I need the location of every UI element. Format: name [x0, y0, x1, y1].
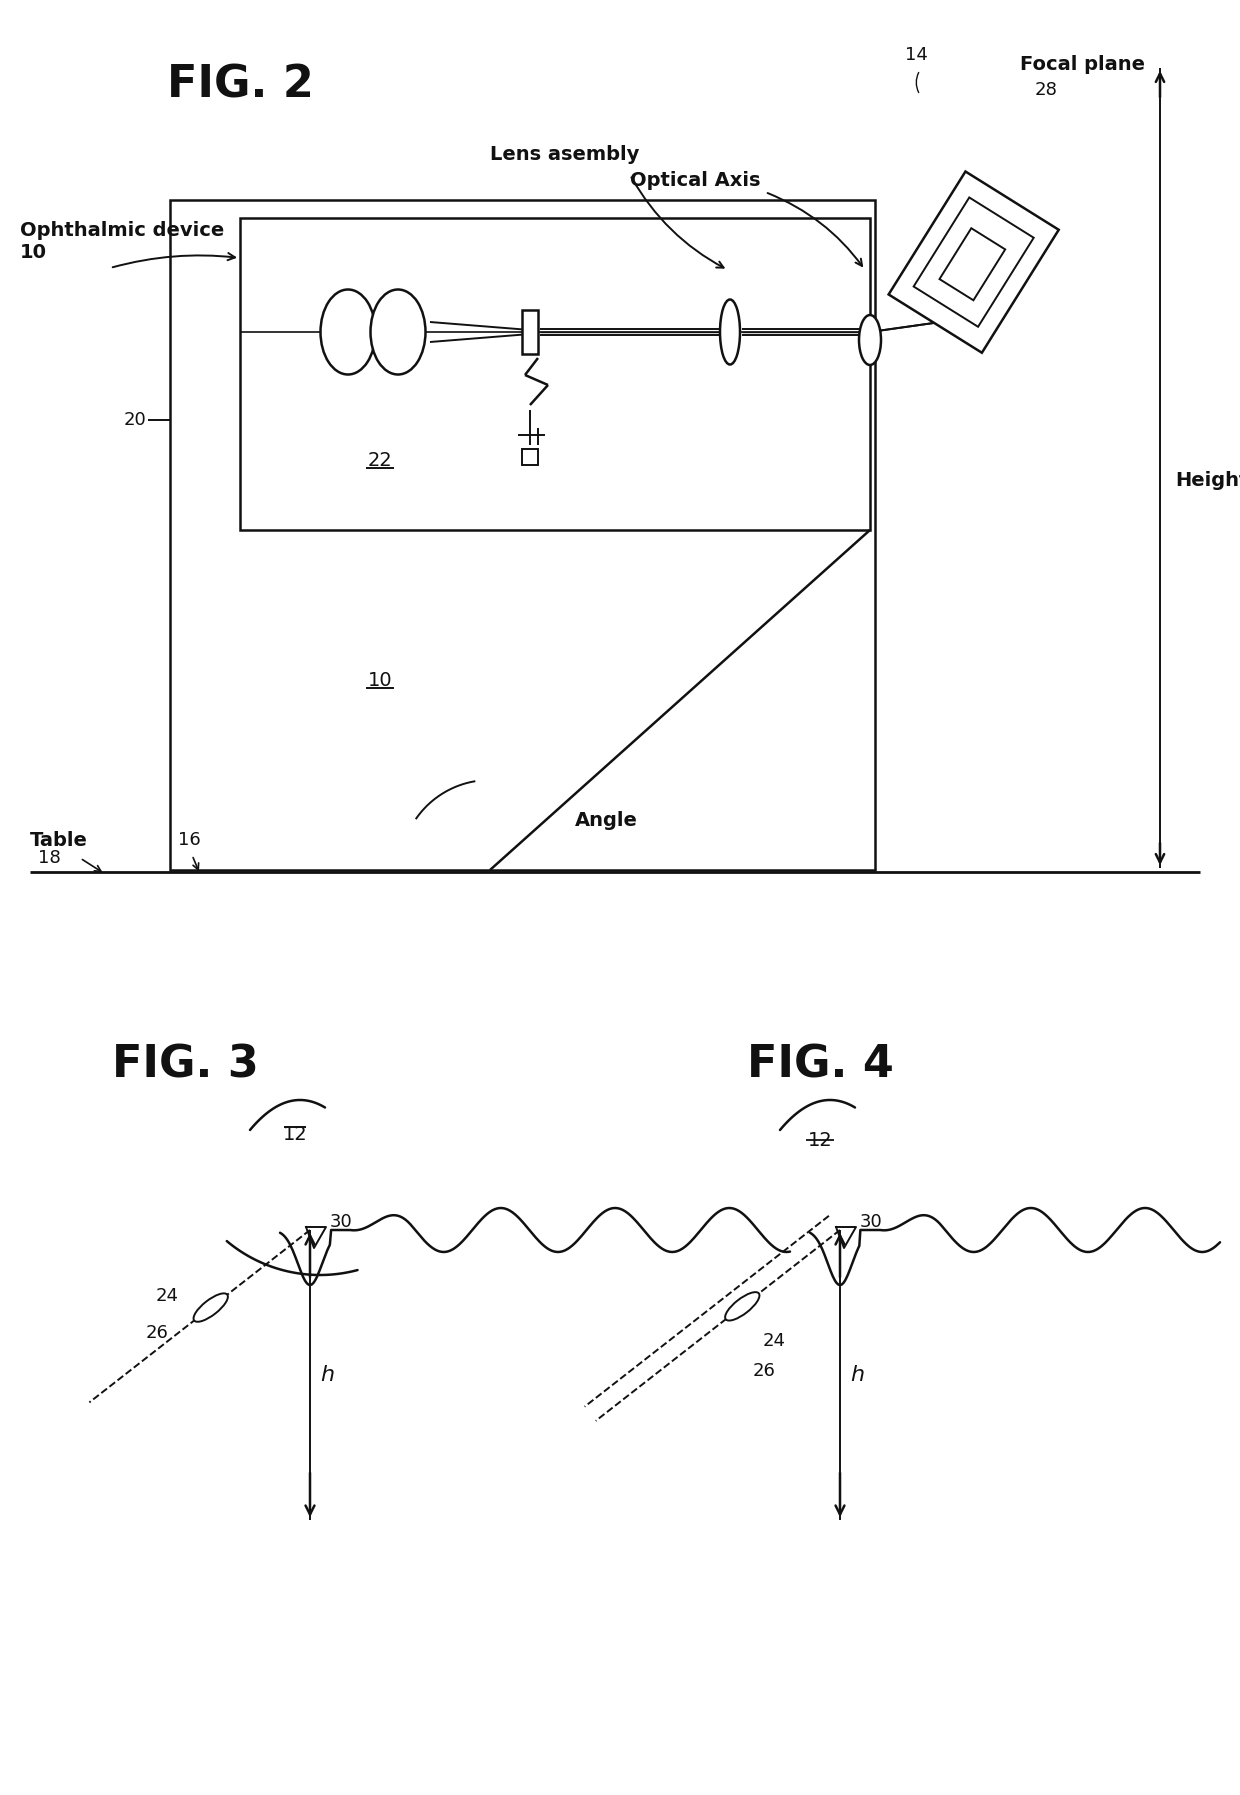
Text: 22: 22	[367, 451, 392, 470]
Text: 28: 28	[1035, 81, 1058, 99]
Ellipse shape	[859, 314, 880, 364]
Text: Height: Height	[1176, 470, 1240, 490]
Text: 16: 16	[179, 831, 201, 849]
Text: 24: 24	[763, 1332, 785, 1350]
Text: h: h	[849, 1364, 864, 1386]
Text: 24: 24	[156, 1287, 179, 1305]
Text: FIG. 2: FIG. 2	[166, 63, 314, 106]
Text: Ophthalmic device: Ophthalmic device	[20, 221, 224, 239]
Text: 18: 18	[38, 849, 61, 867]
Text: 26: 26	[146, 1323, 169, 1341]
Text: 10: 10	[20, 242, 47, 262]
Ellipse shape	[725, 1292, 759, 1321]
Text: 10: 10	[368, 671, 392, 689]
Ellipse shape	[371, 289, 425, 375]
Text: 12: 12	[807, 1131, 832, 1149]
Bar	[241, 217, 870, 530]
Ellipse shape	[193, 1294, 228, 1321]
Text: 30: 30	[330, 1213, 352, 1231]
Text: Table: Table	[30, 831, 88, 849]
Bar	[522, 311, 538, 354]
Text: 12: 12	[283, 1125, 308, 1145]
Bar	[914, 197, 1034, 327]
Text: 14: 14	[905, 47, 928, 65]
Bar	[940, 228, 1006, 300]
Text: 20: 20	[124, 411, 146, 429]
Ellipse shape	[720, 300, 740, 364]
Text: FIG. 4: FIG. 4	[746, 1043, 894, 1086]
Text: 30: 30	[861, 1213, 883, 1231]
Bar	[522, 449, 538, 465]
Text: Optical Axis: Optical Axis	[630, 171, 760, 190]
Bar	[889, 172, 1059, 354]
Text: FIG. 3: FIG. 3	[112, 1043, 258, 1086]
Text: h: h	[320, 1364, 334, 1386]
Bar	[170, 199, 875, 871]
Ellipse shape	[320, 289, 376, 375]
Text: Angle: Angle	[575, 811, 637, 829]
Text: Lens asembly: Lens asembly	[490, 145, 640, 165]
Text: Focal plane: Focal plane	[1021, 56, 1145, 75]
Text: 26: 26	[753, 1362, 775, 1380]
